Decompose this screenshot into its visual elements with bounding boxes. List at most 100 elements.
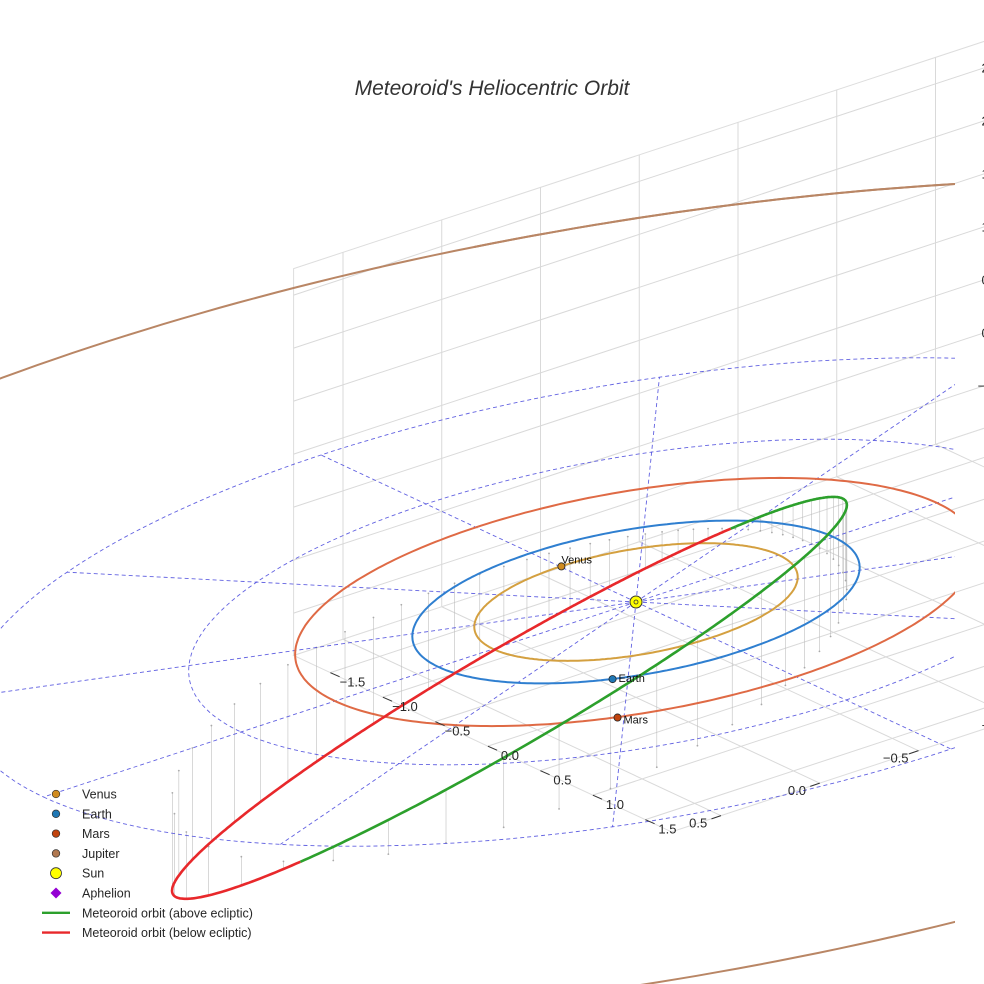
gridline-x-floor [737, 508, 984, 625]
legend-swatch [51, 809, 61, 818]
gridline-x-floor [836, 476, 984, 547]
plot-area: Venus Earth Mars [0, 183, 955, 984]
ecliptic-spoke [612, 601, 637, 827]
gridline-y-floor [645, 707, 984, 821]
y-tick-label-mark [540, 770, 550, 776]
orbit-drop-foot [372, 616, 375, 619]
orbit-drop-foot [502, 565, 505, 568]
gridline-z-wall-y [293, 332, 984, 561]
gridline-x-floor [540, 573, 919, 752]
orbit-drop-foot [803, 666, 806, 669]
orbit-drop-foot [210, 724, 213, 727]
z-tick-label: 1.5 [981, 167, 984, 182]
ecliptic-spoke [43, 601, 637, 798]
z-tick-label: 0.0 [981, 326, 984, 341]
ecliptic-spoke [66, 571, 637, 603]
x-tick-label: 0.5 [689, 815, 707, 830]
legend-label: Meteoroid orbit (below ecliptic) [82, 926, 252, 940]
gridline-z-wall-y [293, 120, 984, 349]
y-tick-label: −0.5 [445, 723, 471, 738]
orbit-drop-foot [400, 603, 403, 606]
orbit-drop-foot [344, 630, 346, 633]
y-tick-label: 1.0 [606, 797, 624, 812]
orbit-drop-foot [173, 812, 176, 815]
gridline-y-floor [487, 582, 984, 747]
orbit-drop-foot [240, 855, 243, 858]
orbit-drop-foot [841, 571, 844, 574]
z-tick-label: −0.5 [978, 379, 984, 394]
x-tick-label: 0.0 [788, 783, 806, 798]
meteoroid-orbit-above [730, 525, 736, 530]
orbit-drop-foot [655, 766, 658, 769]
z-tick-label: 2.0 [981, 114, 984, 129]
z-tick-label: 1.0 [981, 220, 984, 235]
sun-marker [629, 595, 643, 609]
orbit-drop-foot [677, 529, 679, 532]
y-tick-label-mark [592, 794, 603, 800]
ecliptic-spoke [635, 384, 955, 603]
orbit-drop-foot [731, 723, 734, 726]
axis-ticks: −2.5−2.0−1.5−1.0−0.50.00.5−1.5−1.0−0.50.… [330, 61, 984, 836]
orbit-drop-foot [259, 682, 262, 685]
orbit-drop-foot [829, 635, 832, 638]
orbit-drop-foot [844, 579, 847, 582]
y-tick-label: 0.0 [501, 748, 519, 763]
x-tick-label-mark [908, 750, 919, 755]
orbit-drop-foot [845, 588, 848, 591]
orbit-drop-foot [759, 529, 762, 532]
orbit-drop-foot [287, 663, 289, 666]
y-tick-label-mark [487, 745, 498, 751]
legend-swatch [50, 887, 62, 899]
axis-gridlines [293, 57, 984, 821]
y-tick-label: −1.0 [392, 699, 418, 714]
gridline-z-wall-y [293, 385, 984, 614]
orbit-drop-foot [826, 552, 828, 555]
gridline-z-wall-y [293, 173, 984, 402]
orbit-drop-foot [233, 703, 236, 705]
y-tick-label-mark [382, 696, 393, 702]
legend-label: Mars [82, 827, 110, 841]
gridline-y-floor [592, 665, 984, 796]
z-tick-label: 0.5 [981, 273, 984, 288]
orbit-drop-foot [558, 808, 560, 810]
venus-marker [557, 562, 566, 571]
orbit-drop-foot [837, 564, 840, 567]
legend-label: Meteoroid orbit (above ecliptic) [82, 906, 253, 920]
orbit-drop-foot [569, 547, 571, 550]
mars-label: Mars [624, 715, 649, 727]
orbit-drop-foot [427, 592, 430, 595]
orbit-drop-foot [282, 860, 285, 863]
orbit-drop-foot [644, 533, 647, 535]
orbit-drop-foot [818, 650, 821, 653]
gridline-z-wall-y [293, 279, 984, 508]
gridline-y-floor [435, 540, 984, 723]
gridline-x-floor [342, 638, 722, 817]
orbit-drop-foot [453, 582, 456, 585]
orbit-drop-foot [387, 853, 390, 855]
ecliptic-spoke [280, 601, 637, 845]
ecliptic-spoke [635, 601, 952, 750]
orbit-drop-foot [626, 535, 629, 538]
orbit-drop-foot [801, 539, 804, 542]
orbit-drop-foot [734, 527, 737, 530]
orbit-drop-foot [177, 769, 180, 772]
legend-swatch [51, 789, 61, 799]
orbit-drop-foot [661, 530, 663, 533]
orbit-drop-foot [707, 527, 709, 530]
gridline-z-wall-y [293, 67, 984, 296]
ecliptic-spoke [320, 454, 637, 603]
orbit-drop-foot [696, 744, 699, 747]
y-tick-label: 1.5 [658, 821, 676, 836]
orbit-drop-foot [589, 542, 592, 545]
earth-label: Earth [619, 673, 645, 685]
mars-orbit-line [294, 476, 955, 728]
orbit-drop-foot [747, 528, 750, 531]
meteoroid-orbit-below [170, 527, 732, 901]
gridline-y-floor [330, 457, 984, 674]
gridline-x-floor [639, 541, 984, 704]
orbit-drop-foot [837, 621, 840, 624]
legend-label: Earth [82, 807, 112, 821]
orbit-drop-foot [832, 558, 835, 560]
legend-label: Jupiter [82, 847, 120, 861]
